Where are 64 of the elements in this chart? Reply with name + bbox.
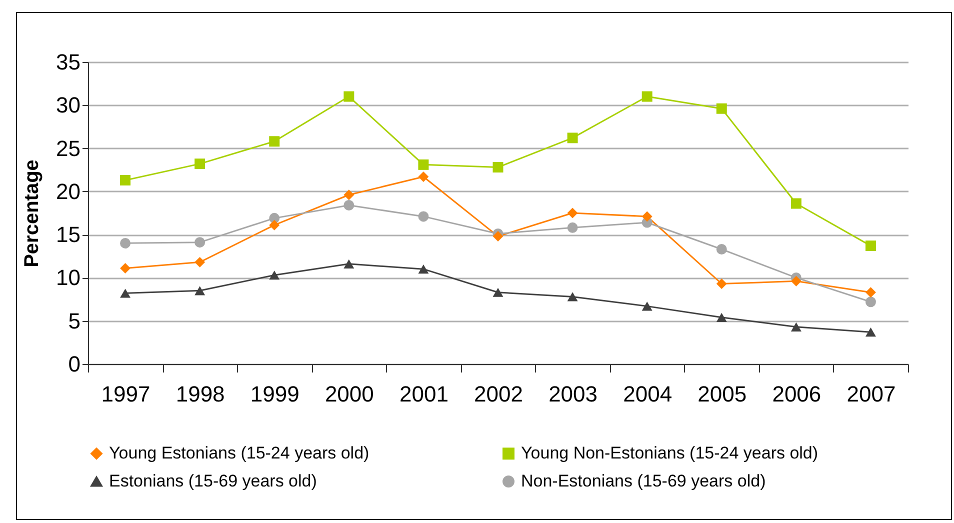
point	[642, 211, 652, 222]
point	[492, 162, 504, 173]
y-tick-label: 35	[56, 50, 80, 74]
point	[194, 237, 206, 248]
point	[865, 296, 876, 308]
point	[716, 278, 727, 289]
y-tick-label: 5	[68, 308, 80, 334]
point	[269, 220, 280, 230]
point	[716, 244, 727, 254]
x-tick-label: 2003	[548, 382, 598, 406]
y-tick-label: 25	[56, 136, 80, 161]
x-tick-label: 2002	[474, 382, 523, 406]
point	[642, 302, 652, 311]
point	[567, 222, 578, 233]
point	[344, 200, 354, 210]
point	[567, 132, 578, 144]
point	[865, 287, 876, 298]
point	[120, 174, 131, 186]
x-tick-label: 2006	[772, 382, 822, 406]
point	[418, 264, 429, 274]
point	[865, 328, 876, 337]
point	[567, 292, 578, 302]
point	[344, 259, 354, 268]
point	[790, 276, 802, 286]
legend-label: Estonians (15-69 years old)	[109, 472, 317, 490]
legend-label: Non-Estonians (15-69 years old)	[521, 472, 766, 490]
x-tick-label: 1999	[250, 382, 300, 406]
point	[642, 91, 652, 102]
point	[120, 288, 131, 298]
point	[269, 136, 280, 147]
y-tick-label: 20	[56, 178, 80, 204]
x-tick-label: 2000	[324, 382, 374, 406]
point	[865, 240, 876, 252]
point	[716, 312, 727, 322]
point	[418, 159, 429, 170]
y-axis-title: Percentage	[21, 160, 44, 268]
point	[120, 238, 131, 248]
y-tick-label: 15	[56, 222, 80, 248]
x-tick-label: 2001	[399, 382, 448, 406]
x-tick-label: 1998	[176, 382, 225, 406]
y-tick-label: 0	[68, 352, 80, 376]
point	[269, 270, 280, 280]
point	[790, 198, 802, 209]
point	[790, 322, 802, 332]
legend-label: Young Non-Estonians (15-24 years old)	[521, 444, 818, 463]
point	[344, 190, 354, 200]
y-tick-label: 10	[56, 265, 80, 290]
legend-label: Young Estonians (15-24 years old)	[109, 444, 370, 463]
point	[716, 103, 727, 114]
point	[492, 288, 504, 297]
point	[194, 256, 206, 268]
x-tick-label: 2004	[623, 382, 672, 406]
point	[120, 262, 131, 274]
x-tick-label: 2005	[698, 382, 747, 406]
point	[492, 231, 504, 242]
x-tick-label: 1997	[101, 382, 150, 406]
point	[567, 208, 578, 218]
point	[418, 172, 429, 182]
point	[194, 286, 206, 296]
point	[344, 91, 354, 102]
point	[194, 158, 206, 170]
x-tick-label: 2007	[846, 382, 896, 406]
point	[418, 211, 429, 222]
y-tick-label: 30	[56, 92, 80, 118]
